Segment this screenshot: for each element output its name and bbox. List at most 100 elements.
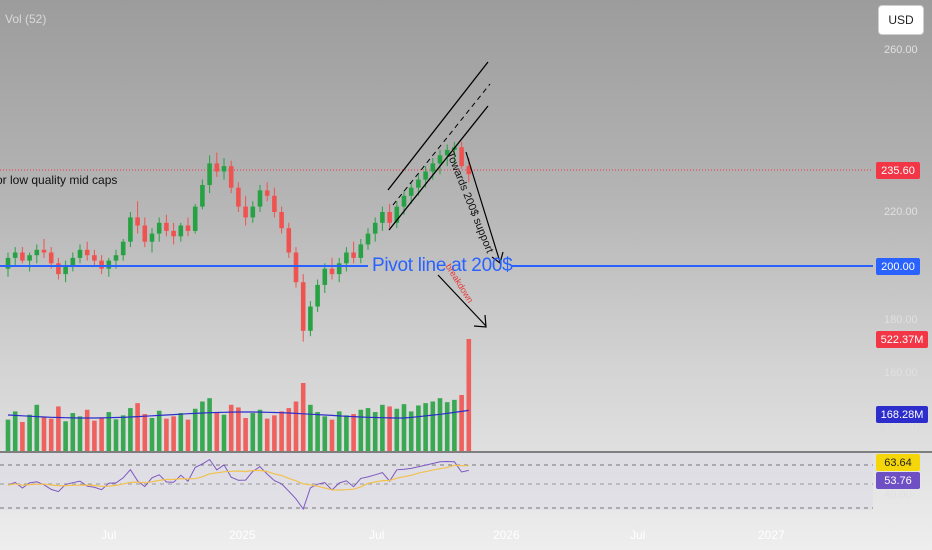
candle-body	[437, 155, 443, 164]
volume-bar	[192, 408, 198, 451]
volume-tag: 522.37M	[876, 331, 928, 348]
candle-body	[171, 230, 176, 237]
volume-bar	[63, 421, 68, 451]
rsi-ma-line	[7, 464, 469, 491]
last-price-tag: 235.60	[876, 162, 920, 179]
rsi-pane-bg	[0, 453, 873, 510]
volume-bar	[120, 415, 126, 451]
candle-body	[135, 217, 140, 226]
volume-bar	[430, 401, 436, 451]
candle-body	[228, 166, 234, 188]
volume-bar	[444, 402, 450, 451]
price-tick-label: 180.00	[884, 314, 918, 326]
volume-bar	[416, 405, 421, 451]
volume-bar	[113, 419, 119, 451]
candle-body	[336, 263, 342, 275]
candle-body	[466, 166, 472, 175]
volume-bar	[178, 413, 184, 451]
breakdown-arrow-shaft	[437, 274, 487, 327]
candle-body	[149, 233, 155, 242]
candle-body	[430, 163, 436, 172]
time-axis-label: 2026	[493, 528, 520, 542]
candle-body	[372, 222, 378, 234]
candle-body	[257, 190, 263, 207]
candle-body	[315, 284, 320, 307]
volume-bar	[279, 411, 284, 451]
volume-bar	[12, 411, 18, 451]
volume-bar	[207, 398, 212, 451]
rsi-ma-tag: 63.64	[876, 454, 920, 471]
volume-bar	[92, 420, 97, 451]
candle-body	[351, 252, 356, 258]
volume-bar	[257, 409, 263, 451]
volume-bar	[300, 383, 306, 451]
candle-body	[358, 244, 364, 258]
candle-body	[192, 206, 198, 231]
volume-bar	[221, 414, 227, 451]
candle-body	[394, 206, 400, 223]
volume-bar	[20, 421, 25, 451]
volume-bar	[293, 401, 299, 451]
volume-bar	[164, 418, 169, 451]
volume-bar	[228, 404, 234, 451]
volume-bar	[135, 403, 140, 451]
candle-body	[84, 249, 90, 256]
time-axis-label: Jul	[101, 528, 117, 542]
volume-bar	[322, 416, 328, 451]
candle-body	[142, 225, 148, 242]
candle-body	[106, 260, 112, 269]
candle-body	[5, 257, 11, 269]
candle-body	[178, 225, 184, 237]
candle-body	[99, 260, 104, 269]
candle-body	[329, 268, 335, 275]
candle-body	[279, 212, 284, 229]
volume-bars-group	[5, 339, 472, 451]
candle-body	[365, 233, 371, 245]
volume-bar	[56, 406, 61, 451]
pivot-price-tag: 200.00	[876, 258, 920, 275]
price-tick-label: 140.00	[884, 421, 918, 433]
volume-bar	[365, 408, 371, 451]
candle-body	[387, 212, 392, 223]
volume-bar	[156, 410, 162, 451]
volume-bar	[149, 418, 155, 451]
volume-bar	[272, 415, 277, 451]
price-tick-label: 220.00	[884, 206, 918, 218]
candle-body	[164, 222, 169, 231]
candle-body	[272, 195, 277, 212]
candle-body	[459, 147, 464, 167]
note-annotation[interactable]: or low quality mid caps	[0, 173, 118, 187]
candle-body	[401, 195, 407, 207]
candle-body	[286, 228, 292, 253]
pivot-annotation[interactable]: Pivot line at 200$	[372, 255, 513, 276]
candle-body	[322, 268, 328, 285]
candle-body	[27, 255, 32, 261]
volume-bar	[200, 401, 205, 451]
volume-bar	[315, 412, 320, 451]
candle-body	[264, 190, 270, 196]
volume-indicator-label[interactable]: Vol (52)	[5, 12, 47, 26]
candle-body	[344, 252, 349, 264]
channel-mid-line	[392, 83, 491, 206]
volume-bar	[48, 418, 54, 451]
breakdown-arrow-head	[473, 314, 487, 328]
volume-ma-tag: 168.28M	[876, 406, 928, 423]
volume-bar	[308, 404, 313, 451]
volume-bar	[27, 414, 32, 451]
candle-body	[20, 252, 25, 261]
volume-bar	[344, 415, 349, 451]
volume-bar	[372, 412, 378, 451]
channel-lower-line	[388, 105, 489, 231]
time-axis-label: Jul	[369, 528, 385, 542]
support-arrow-head	[491, 251, 504, 265]
volume-bar	[77, 416, 83, 451]
volume-bar	[459, 395, 464, 451]
volume-bar	[128, 408, 133, 451]
volume-bar	[264, 418, 270, 451]
volume-bar	[84, 409, 90, 451]
candle-body	[200, 185, 205, 207]
currency-button[interactable]: USD	[878, 5, 924, 35]
volume-bar	[171, 416, 176, 451]
